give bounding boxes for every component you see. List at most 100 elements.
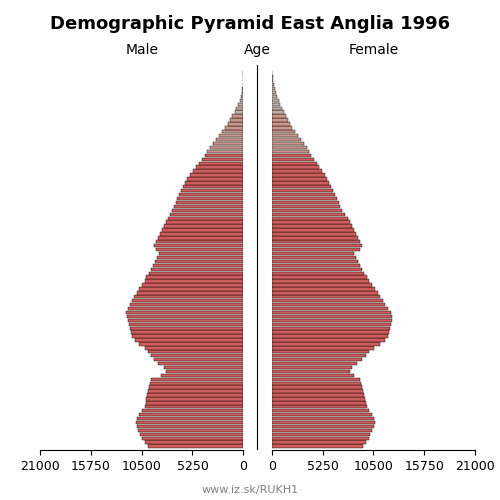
Bar <box>142 409 244 412</box>
Bar <box>272 315 392 318</box>
Bar <box>272 106 282 110</box>
Bar <box>184 185 244 188</box>
Bar <box>174 205 244 208</box>
Bar <box>272 162 317 165</box>
Bar <box>272 398 364 400</box>
Bar <box>272 276 366 279</box>
Bar <box>152 378 244 381</box>
Bar <box>156 240 244 244</box>
Bar <box>272 256 356 259</box>
Bar <box>146 398 244 400</box>
Bar <box>138 342 244 345</box>
Bar <box>272 350 370 354</box>
Bar <box>176 201 244 204</box>
Bar <box>135 338 244 342</box>
Bar <box>272 346 374 350</box>
Bar <box>138 288 244 290</box>
Bar <box>272 272 364 275</box>
Bar <box>272 366 352 369</box>
Bar <box>161 374 244 377</box>
Bar <box>178 197 244 200</box>
Bar <box>272 358 362 362</box>
Bar <box>272 318 392 322</box>
Bar <box>160 232 244 235</box>
Bar <box>272 311 391 314</box>
Bar <box>272 142 304 145</box>
Bar <box>272 252 354 255</box>
Bar <box>142 284 244 286</box>
Bar <box>272 83 274 86</box>
Bar <box>196 166 244 169</box>
Bar <box>126 311 244 314</box>
Bar <box>272 150 310 153</box>
Bar <box>272 382 361 385</box>
Bar <box>272 291 378 294</box>
Bar <box>272 268 362 271</box>
Bar <box>272 232 356 235</box>
Bar <box>272 303 385 306</box>
Text: Age: Age <box>244 44 271 58</box>
Bar <box>185 181 244 184</box>
Bar <box>272 288 376 290</box>
Bar <box>272 401 366 404</box>
Bar <box>129 322 244 326</box>
Bar <box>152 268 244 271</box>
Text: Male: Male <box>125 44 158 58</box>
Bar <box>272 338 385 342</box>
Bar <box>272 216 348 220</box>
Bar <box>148 350 244 354</box>
Bar <box>146 276 244 279</box>
Bar <box>144 405 244 408</box>
Bar <box>272 299 383 302</box>
Bar <box>148 444 244 448</box>
Bar <box>230 118 243 122</box>
Bar <box>128 307 244 310</box>
Bar <box>216 138 244 141</box>
Bar <box>272 425 374 428</box>
Bar <box>272 201 338 204</box>
Bar <box>272 79 273 82</box>
Bar <box>272 409 370 412</box>
Bar <box>272 87 274 90</box>
Text: www.iz.sk/RUKH1: www.iz.sk/RUKH1 <box>202 485 298 495</box>
Bar <box>272 374 354 377</box>
Bar <box>272 181 329 184</box>
Bar <box>222 130 244 134</box>
Bar <box>272 248 360 252</box>
Bar <box>272 166 319 169</box>
Bar <box>272 394 364 396</box>
Bar <box>236 106 244 110</box>
Bar <box>144 280 244 282</box>
Bar <box>272 193 334 196</box>
Bar <box>180 193 244 196</box>
Bar <box>272 354 366 358</box>
Bar <box>137 425 244 428</box>
Bar <box>166 370 244 373</box>
Bar <box>232 114 243 117</box>
Bar <box>242 83 244 86</box>
Bar <box>272 170 322 172</box>
Text: Demographic Pyramid East Anglia 1996: Demographic Pyramid East Anglia 1996 <box>50 15 450 33</box>
Bar <box>272 342 380 345</box>
Bar <box>234 110 244 114</box>
Bar <box>272 260 358 263</box>
Bar <box>272 386 362 389</box>
Bar <box>272 110 284 114</box>
Bar <box>146 401 244 404</box>
Bar <box>210 146 244 149</box>
Bar <box>272 390 362 392</box>
Bar <box>272 138 301 141</box>
Bar <box>166 220 244 224</box>
Bar <box>144 346 244 350</box>
Bar <box>272 413 372 416</box>
Bar <box>137 417 244 420</box>
Bar <box>219 134 244 138</box>
Bar <box>128 318 244 322</box>
Bar <box>148 394 244 396</box>
Bar <box>193 170 244 172</box>
Bar <box>272 224 352 228</box>
Bar <box>158 362 244 365</box>
Bar <box>272 440 366 444</box>
Bar <box>272 91 276 94</box>
Bar <box>136 421 244 424</box>
